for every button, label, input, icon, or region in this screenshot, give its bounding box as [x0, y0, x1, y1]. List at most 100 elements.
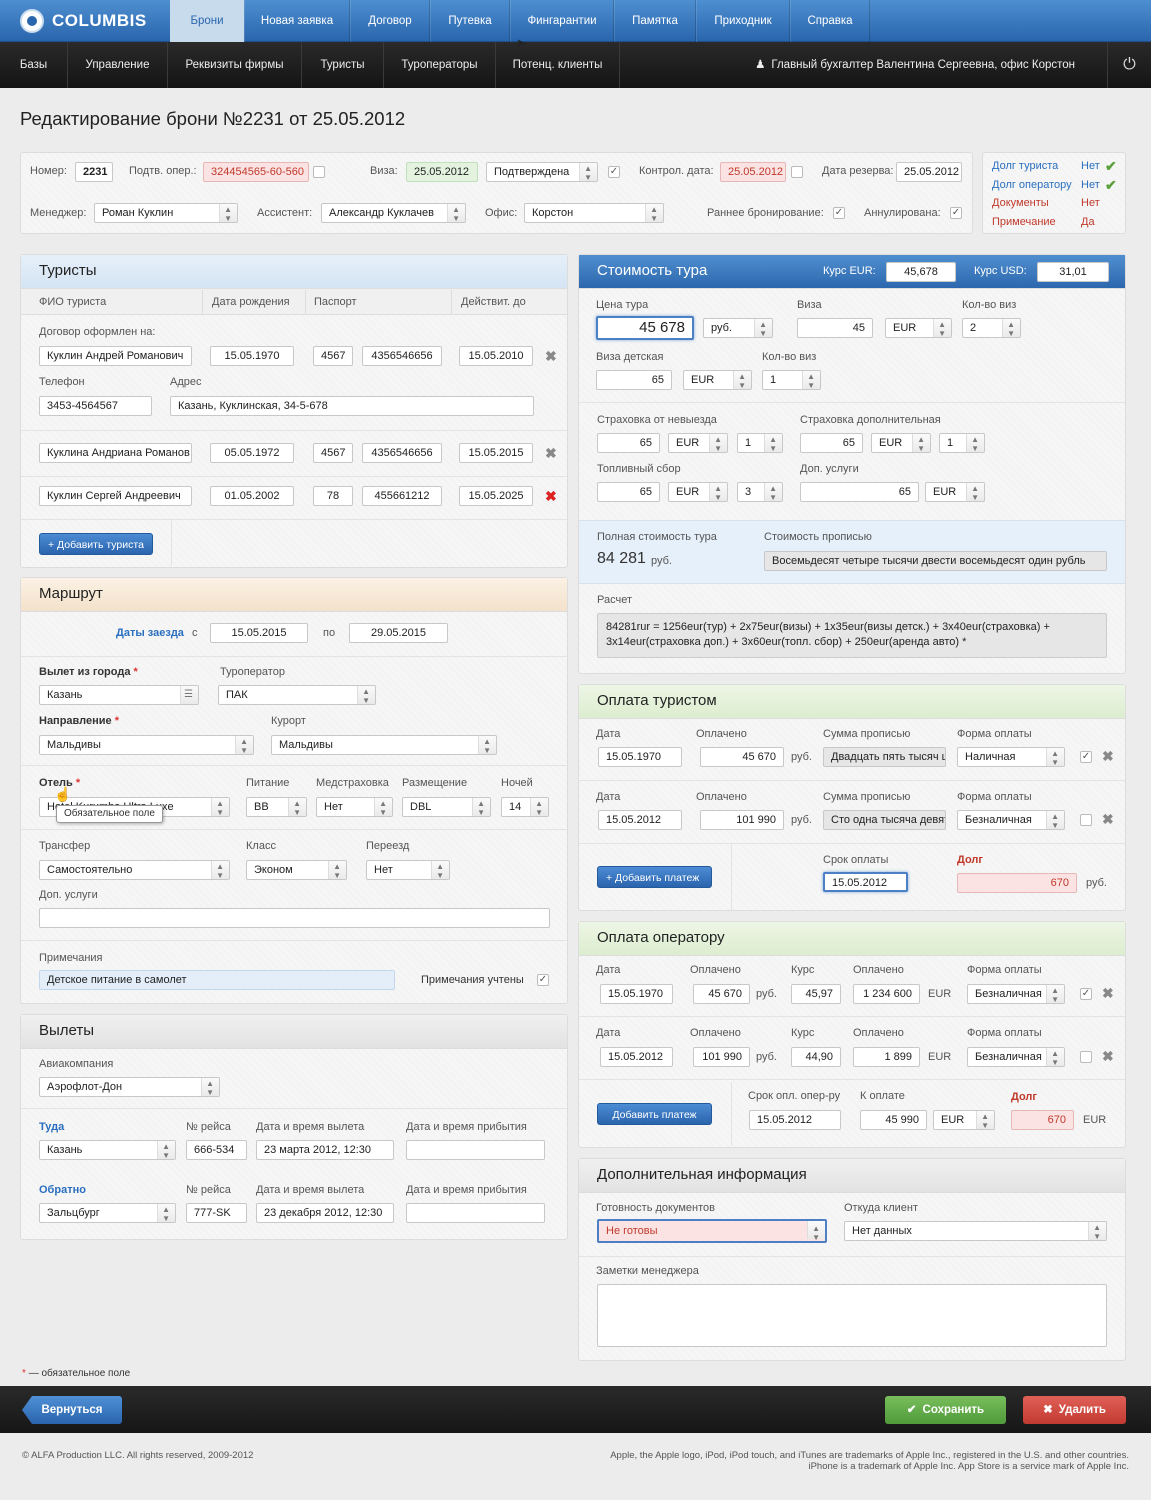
op-pay-rate-field[interactable]: 45,97: [791, 984, 841, 1004]
nights-select[interactable]: 14 ▲ ▼: [501, 797, 549, 817]
remove-tourist-icon[interactable]: ✖: [545, 488, 557, 504]
current-user[interactable]: ♟ Главный бухгалтер Валентина Сергеевна, …: [755, 42, 1075, 88]
address-field[interactable]: Казань, Куклинская, 34-5-678: [170, 396, 534, 416]
operator-select[interactable]: ПАК ▲ ▼: [218, 685, 376, 705]
passport-number-field[interactable]: 4356546656: [362, 443, 442, 463]
food-select[interactable]: BB ▲ ▼: [246, 797, 307, 817]
passport-valid-field[interactable]: 15.05.2015: [459, 443, 533, 463]
passport-series-field[interactable]: 78: [313, 486, 353, 506]
nav-tab-memo[interactable]: Памятка: [614, 0, 696, 42]
nav-tab-voucher[interactable]: Путевка: [430, 0, 510, 42]
op-pay-eur-field[interactable]: 1 899: [853, 1047, 920, 1067]
direction-select[interactable]: Мальдивы ▲ ▼: [39, 735, 254, 755]
tourist-birth-field[interactable]: 15.05.1970: [210, 346, 294, 366]
subnav-company-details[interactable]: Реквизиты фирмы: [168, 42, 302, 88]
tour-price-currency-select[interactable]: руб. ▲ ▼: [703, 318, 773, 338]
remove-tourist-icon[interactable]: ✖: [545, 348, 557, 364]
save-button[interactable]: ✔ Сохранить: [885, 1396, 1006, 1424]
pay-confirmed-checkbox[interactable]: ✓: [1080, 751, 1092, 763]
visa-currency-select[interactable]: EUR ▲ ▼: [885, 318, 952, 338]
passport-number-field[interactable]: 455661212: [362, 486, 442, 506]
date-to-field[interactable]: 29.05.2015: [349, 623, 448, 643]
docs-ready-select[interactable]: Не готовы ▲ ▼: [597, 1219, 827, 1243]
child-visa-currency-select[interactable]: EUR ▲ ▼: [683, 370, 752, 390]
op-pay-amount-field[interactable]: 101 990: [693, 1047, 750, 1067]
visa-status-select[interactable]: Подтверждена ▲ ▼: [486, 162, 598, 182]
eur-rate-field[interactable]: 45,678: [886, 262, 956, 282]
brand-logo[interactable]: COLUMBIS: [20, 8, 147, 34]
subnav-potential-clients[interactable]: Потенц. клиенты: [496, 42, 620, 88]
status-item-label[interactable]: Документы: [992, 197, 1049, 209]
tourist-name-field[interactable]: Куклин Сергей Андреевич: [39, 486, 192, 506]
cancel-insurance-currency-select[interactable]: EUR ▲ ▼: [668, 433, 728, 453]
logout-power-icon[interactable]: ⏻: [1107, 42, 1151, 88]
subnav-management[interactable]: Управление: [68, 42, 168, 88]
op-pay-date-field[interactable]: 15.05.1970: [600, 984, 673, 1004]
op-pay-date-field[interactable]: 15.05.2012: [600, 1047, 673, 1067]
delete-button[interactable]: ✖ Удалить: [1023, 1396, 1126, 1424]
fuel-fee-count-select[interactable]: 3 ▲ ▼: [737, 482, 783, 502]
booking-number-field[interactable]: 2231: [75, 162, 113, 182]
return-city-select[interactable]: Зальцбург ▲ ▼: [39, 1203, 176, 1223]
tourist-birth-field[interactable]: 01.05.2002: [210, 486, 294, 506]
status-item-label[interactable]: Примечание: [992, 215, 1056, 228]
return-arrival-field[interactable]: [406, 1203, 545, 1223]
passport-valid-field[interactable]: 15.05.2010: [459, 346, 533, 366]
extra-services-field[interactable]: [39, 908, 550, 928]
manager-select[interactable]: Роман Куклин ▲ ▼: [94, 203, 238, 223]
to-pay-field[interactable]: 45 990: [860, 1110, 927, 1130]
visa-date-field[interactable]: 25.05.2012: [406, 162, 478, 182]
passport-series-field[interactable]: 4567: [313, 443, 353, 463]
nav-tab-new-request[interactable]: Новая заявка: [244, 0, 350, 42]
transfer-select[interactable]: Самостоятельно ▲ ▼: [39, 860, 230, 880]
notes-field[interactable]: Детское питание в самолет: [39, 970, 395, 990]
nav-tab-guarantees[interactable]: Фингарантии: [510, 0, 614, 42]
cancel-insurance-count-select[interactable]: 1 ▲ ▼: [737, 433, 783, 453]
status-item-label[interactable]: Долг оператору: [992, 178, 1072, 191]
pay-amount-field[interactable]: 101 990: [700, 810, 784, 830]
return-departure-field[interactable]: 23 декабря 2012, 12:30: [256, 1203, 394, 1223]
subnav-bases[interactable]: Базы: [0, 42, 68, 88]
child-visa-field[interactable]: 65: [596, 370, 672, 390]
add-tourist-payment-button[interactable]: + Добавить платеж: [597, 866, 712, 888]
resort-select[interactable]: Мальдивы ▲ ▼: [271, 735, 497, 755]
return-flight-field[interactable]: 777-SK: [186, 1203, 247, 1223]
tourist-name-field[interactable]: Куклин Андрей Романович: [39, 346, 192, 366]
remove-op-payment-icon[interactable]: ✖: [1102, 1048, 1114, 1064]
airline-select[interactable]: Аэрофлот-Дон ▲ ▼: [39, 1077, 220, 1097]
outbound-flight-field[interactable]: 666-534: [186, 1140, 247, 1160]
visa-count-select[interactable]: 2 ▲ ▼: [962, 318, 1021, 338]
passport-series-field[interactable]: 4567: [313, 346, 353, 366]
op-pay-rate-field[interactable]: 44,90: [791, 1047, 841, 1067]
med-insurance-select[interactable]: Нет ▲ ▼: [316, 797, 393, 817]
op-pay-confirmed-checkbox[interactable]: ✓: [1080, 988, 1092, 1000]
status-item-label[interactable]: Долг туриста: [992, 160, 1059, 172]
op-pay-eur-field[interactable]: 1 234 600: [853, 984, 920, 1004]
cost-extra-services-field[interactable]: 65: [800, 482, 919, 502]
pay-date-field[interactable]: 15.05.1970: [598, 747, 682, 767]
phone-field[interactable]: 3453-4564567: [39, 396, 152, 416]
nav-tab-receipt[interactable]: Приходник: [696, 0, 790, 42]
op-pay-form-select[interactable]: Безналичная ▲ ▼: [967, 984, 1065, 1004]
add-operator-payment-button[interactable]: Добавить платеж: [597, 1103, 712, 1125]
move-select[interactable]: Нет ▲ ▼: [366, 860, 450, 880]
early-booking-checkbox[interactable]: ✓: [833, 207, 845, 219]
pay-form-select[interactable]: Наличная ▲ ▼: [957, 747, 1065, 767]
op-pay-amount-field[interactable]: 45 670: [693, 984, 750, 1004]
room-select[interactable]: DBL ▲ ▼: [402, 797, 491, 817]
notes-ok-checkbox[interactable]: ✓: [537, 974, 549, 986]
usd-rate-field[interactable]: 31,01: [1037, 262, 1109, 282]
remove-payment-icon[interactable]: ✖: [1102, 748, 1114, 764]
office-select[interactable]: Корстон ▲ ▼: [524, 203, 664, 223]
pay-form-select[interactable]: Безналичная ▲ ▼: [957, 810, 1065, 830]
op-confirm-checkbox[interactable]: [313, 166, 325, 178]
visa-cost-field[interactable]: 45: [797, 318, 873, 338]
nav-tab-help[interactable]: Справка: [790, 0, 870, 42]
remove-tourist-icon[interactable]: ✖: [545, 445, 557, 461]
client-source-select[interactable]: Нет данных ▲ ▼: [844, 1221, 1107, 1241]
pay-date-field[interactable]: 15.05.2012: [598, 810, 682, 830]
back-button[interactable]: Вернуться: [22, 1396, 122, 1424]
outbound-departure-field[interactable]: 23 марта 2012, 12:30: [256, 1140, 394, 1160]
remove-payment-icon[interactable]: ✖: [1102, 811, 1114, 827]
extra-insurance-count-select[interactable]: 1 ▲ ▼: [939, 433, 985, 453]
